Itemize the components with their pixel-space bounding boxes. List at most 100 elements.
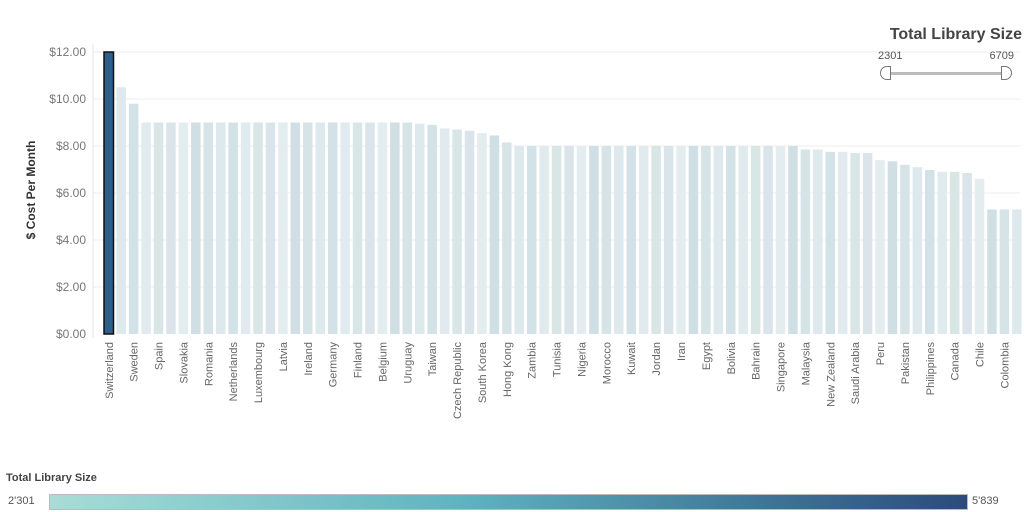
bar[interactable]: [365, 122, 375, 335]
bar[interactable]: [514, 146, 525, 334]
bar-peru[interactable]: [875, 160, 885, 334]
color-legend-gradient: [49, 494, 968, 510]
x-tick-label: Slovakia: [178, 341, 190, 383]
bar[interactable]: [439, 128, 450, 334]
bar-philippines[interactable]: [925, 169, 935, 334]
bar-tunisia[interactable]: [551, 146, 562, 334]
x-tick-label: Ireland: [303, 342, 315, 376]
bar[interactable]: [813, 149, 823, 334]
bar-uruguay[interactable]: [402, 122, 413, 335]
bar[interactable]: [713, 146, 724, 334]
bar-south-korea[interactable]: [477, 133, 487, 334]
bars: [103, 51, 1022, 335]
bar-morocco[interactable]: [601, 146, 612, 334]
bar[interactable]: [638, 146, 649, 334]
bar-saudi-arabia[interactable]: [850, 153, 860, 334]
bar[interactable]: [290, 122, 301, 335]
bar[interactable]: [315, 122, 325, 335]
range-slider[interactable]: [880, 66, 1012, 80]
bar[interactable]: [265, 122, 276, 335]
bar-singapore[interactable]: [775, 146, 786, 334]
x-tick-label: Romania: [203, 341, 215, 386]
slider-min-handle[interactable]: [880, 66, 891, 80]
bar[interactable]: [141, 122, 151, 335]
bar-spain[interactable]: [153, 122, 164, 335]
bar[interactable]: [464, 130, 475, 334]
bar[interactable]: [663, 146, 674, 334]
x-tick-label: Singapore: [776, 342, 788, 392]
bar[interactable]: [539, 146, 549, 334]
bar[interactable]: [589, 146, 599, 334]
bar[interactable]: [738, 146, 748, 334]
bar[interactable]: [763, 146, 773, 334]
bar-romania[interactable]: [203, 122, 214, 335]
bar-chile[interactable]: [974, 178, 985, 334]
y-axis-title: $ Cost Per Month: [24, 141, 38, 240]
bar[interactable]: [166, 122, 176, 335]
bar-kuwait[interactable]: [626, 146, 636, 334]
bar[interactable]: [837, 151, 848, 334]
bar-bolivia[interactable]: [726, 146, 736, 334]
bar[interactable]: [912, 167, 923, 334]
bar-germany[interactable]: [327, 122, 338, 335]
x-tick-label: Sweden: [129, 342, 141, 382]
color-legend-title: Total Library Size: [6, 472, 97, 484]
x-tick-label: Colombia: [999, 341, 1011, 388]
x-tick-label: Finland: [353, 342, 365, 378]
bar[interactable]: [987, 209, 997, 334]
bar-netherlands[interactable]: [228, 122, 238, 335]
bar-colombia[interactable]: [999, 209, 1010, 334]
bar-czech-republic[interactable]: [452, 129, 462, 334]
bar[interactable]: [390, 122, 400, 335]
bar[interactable]: [415, 123, 425, 334]
bar-pakistan[interactable]: [900, 164, 910, 334]
bar-finland[interactable]: [352, 122, 363, 335]
bar[interactable]: [191, 122, 201, 335]
bar-taiwan[interactable]: [427, 124, 437, 334]
bar-nigeria[interactable]: [576, 146, 587, 334]
bar-ireland[interactable]: [303, 122, 313, 335]
bar[interactable]: [240, 122, 251, 335]
bar[interactable]: [788, 146, 798, 334]
bar-switzerland[interactable]: [103, 51, 115, 335]
bar[interactable]: [489, 135, 500, 334]
x-tick-label: Tunisia: [552, 341, 564, 377]
bar-belgium[interactable]: [377, 122, 388, 335]
x-tick-label: South Korea: [477, 341, 489, 403]
bar-zambia[interactable]: [526, 146, 537, 334]
bar[interactable]: [215, 122, 226, 335]
slider-max-handle[interactable]: [1001, 66, 1012, 80]
bar-latvia[interactable]: [278, 122, 288, 335]
y-tick-label: $0.00: [56, 327, 86, 341]
bar[interactable]: [887, 161, 898, 334]
bar-egypt[interactable]: [701, 146, 711, 334]
bar[interactable]: [340, 122, 350, 335]
library-size-filter: Total Library Size 2301 6709: [872, 26, 1022, 80]
x-tick-label: Netherlands: [228, 342, 240, 402]
bar-malaysia[interactable]: [800, 149, 811, 334]
y-tick-label: $12.00: [49, 45, 86, 59]
slider-track[interactable]: [886, 72, 1006, 75]
bar[interactable]: [962, 173, 972, 334]
bar[interactable]: [688, 146, 699, 334]
bar-luxembourg[interactable]: [253, 122, 263, 335]
bar[interactable]: [1012, 209, 1022, 334]
bar[interactable]: [862, 153, 873, 334]
bar[interactable]: [564, 146, 574, 334]
x-tick-label: Philippines: [925, 342, 937, 396]
bar[interactable]: [614, 146, 624, 334]
bar[interactable]: [116, 87, 126, 334]
bar-canada[interactable]: [949, 171, 960, 334]
bar-iran[interactable]: [676, 146, 686, 334]
bar-jordan[interactable]: [651, 146, 661, 334]
filter-min-value: 2301: [878, 50, 903, 62]
bar-bahrain[interactable]: [750, 146, 761, 334]
bar-sweden[interactable]: [128, 103, 139, 334]
bar[interactable]: [937, 171, 947, 334]
bar-new-zealand[interactable]: [825, 151, 836, 334]
bar-slovakia[interactable]: [178, 122, 189, 335]
x-tick-label: Hong Kong: [502, 342, 514, 397]
bar-hong-kong[interactable]: [502, 142, 512, 334]
filter-max-value: 6709: [989, 50, 1014, 62]
y-tick-label: $2.00: [56, 280, 86, 294]
